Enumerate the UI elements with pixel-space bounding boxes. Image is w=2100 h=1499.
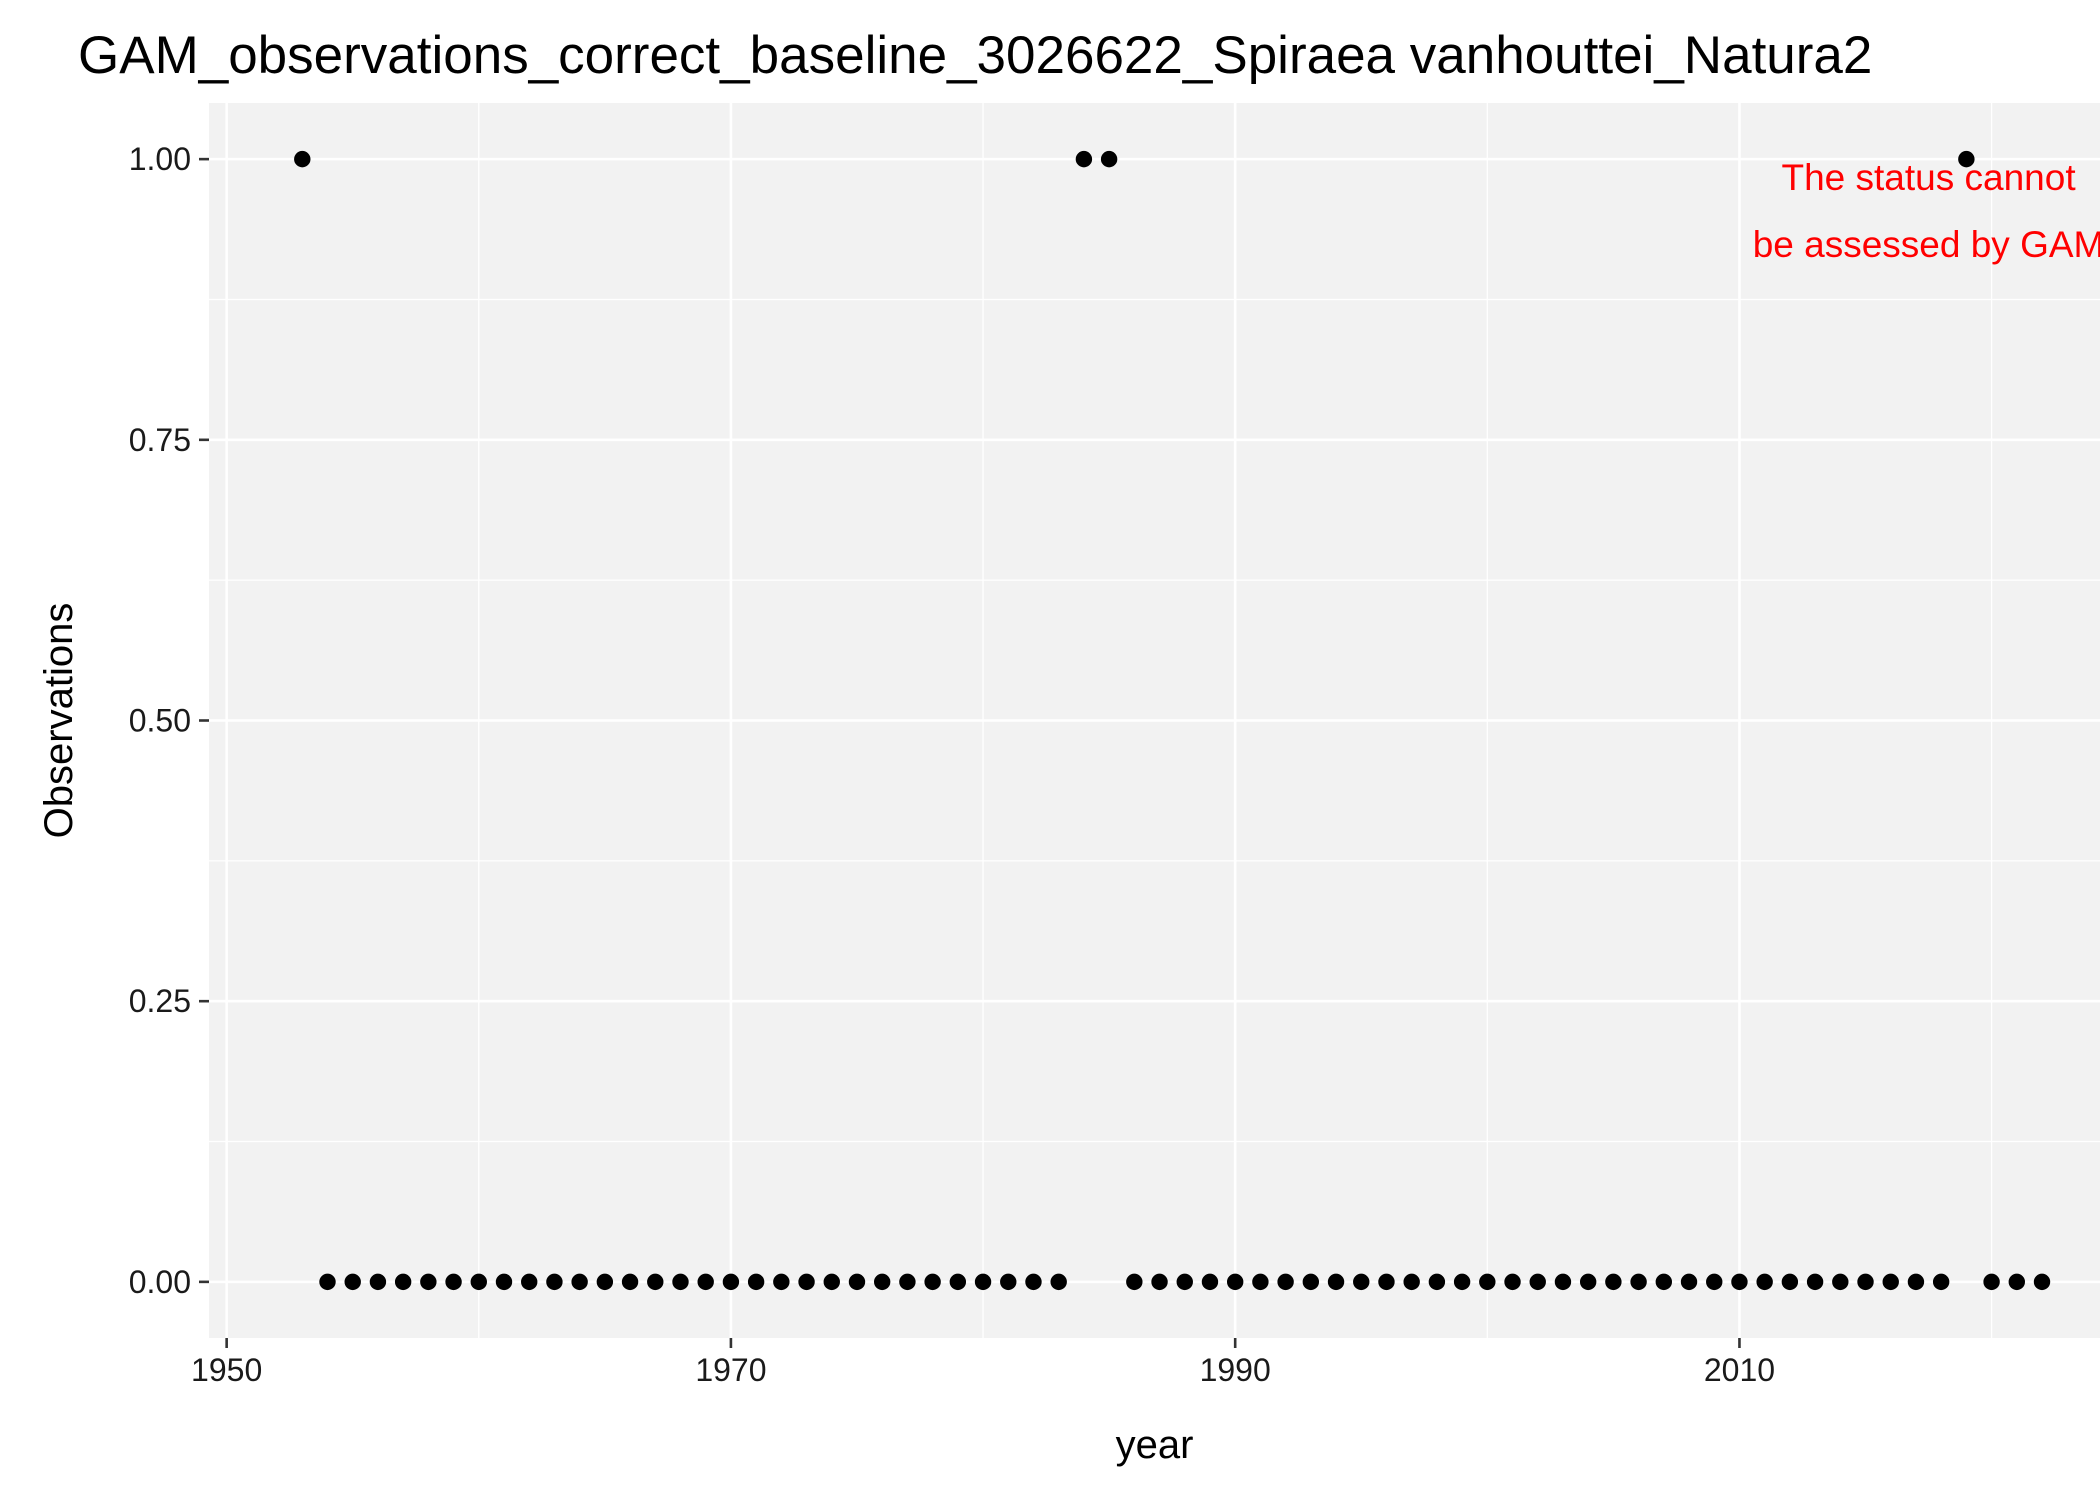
data-point	[899, 1273, 916, 1291]
data-point	[1504, 1273, 1521, 1291]
data-point	[1605, 1273, 1622, 1291]
data-point	[621, 1273, 639, 1291]
data-point	[1781, 1273, 1799, 1291]
data-point	[1756, 1273, 1773, 1291]
data-point	[924, 1273, 941, 1291]
data-point	[1983, 1273, 2000, 1291]
data-point	[1025, 1273, 1042, 1291]
x-tick-label: 2010	[1704, 1352, 1775, 1388]
data-point	[647, 1273, 664, 1291]
axis-ticks	[199, 157, 1741, 1348]
annotation-line: The status cannot	[1781, 157, 2076, 198]
data-point	[1857, 1273, 1874, 1291]
data-point	[1226, 1273, 1244, 1291]
data-point	[1630, 1273, 1647, 1291]
data-point	[722, 1273, 740, 1291]
y-tick-label: 0.50	[129, 703, 191, 739]
data-point	[747, 1273, 765, 1291]
data-point	[1832, 1273, 1849, 1291]
data-point	[1075, 150, 1093, 168]
y-tick-label: 0.00	[129, 1264, 191, 1300]
data-point	[596, 1273, 614, 1291]
data-point	[521, 1273, 538, 1291]
data-point	[1428, 1273, 1446, 1291]
data-point	[1731, 1273, 1748, 1291]
data-point	[294, 150, 311, 168]
data-point	[546, 1273, 563, 1291]
x-axis-title: year	[1116, 1423, 1194, 1467]
data-point	[1479, 1273, 1496, 1291]
x-tick-labels: 1950 1970 1990 2010	[191, 1352, 1775, 1388]
data-point	[1353, 1273, 1370, 1291]
data-point	[1327, 1273, 1345, 1291]
data-point	[445, 1273, 462, 1291]
data-point	[1579, 1273, 1597, 1291]
data-point	[1126, 1273, 1143, 1291]
data-point	[1277, 1273, 1294, 1291]
data-point	[1529, 1273, 1546, 1291]
x-tick-label: 1950	[191, 1352, 262, 1388]
x-tick-label: 1990	[1200, 1352, 1271, 1388]
data-point	[672, 1273, 689, 1291]
data-point	[974, 1273, 992, 1291]
data-point	[470, 1273, 487, 1291]
y-axis-title: Observations	[37, 603, 81, 839]
data-point	[1932, 1273, 1950, 1291]
data-point	[1176, 1273, 1193, 1291]
data-point	[1378, 1273, 1395, 1291]
data-point	[1806, 1273, 1824, 1291]
data-point	[1882, 1273, 1899, 1291]
y-tick-label: 1.00	[129, 141, 191, 177]
data-point	[1453, 1273, 1471, 1291]
data-point	[1201, 1273, 1219, 1291]
data-point	[773, 1273, 790, 1291]
data-point	[1554, 1273, 1572, 1291]
data-point	[798, 1273, 815, 1291]
status-annotation: The status cannot be assessed by GAM	[1753, 157, 2100, 265]
data-point	[1403, 1273, 1420, 1291]
data-point	[394, 1273, 412, 1291]
data-point	[1680, 1273, 1698, 1291]
data-point	[697, 1273, 714, 1291]
data-point	[1302, 1273, 1320, 1291]
data-point	[319, 1273, 336, 1291]
y-tick-labels: 0.00 0.25 0.50 0.75 1.00	[129, 141, 191, 1300]
data-point	[1100, 150, 1118, 168]
data-point	[823, 1273, 840, 1291]
data-point	[571, 1273, 588, 1291]
data-point	[1706, 1273, 1723, 1291]
data-point	[848, 1273, 866, 1291]
data-point	[2008, 1273, 2025, 1291]
data-point	[873, 1273, 891, 1291]
data-point	[1958, 150, 1975, 168]
data-point	[344, 1273, 361, 1291]
data-point	[495, 1273, 513, 1291]
annotation-line: be assessed by GAM	[1753, 224, 2100, 265]
data-point	[420, 1273, 437, 1291]
y-tick-label: 0.75	[129, 422, 191, 458]
data-point	[949, 1273, 967, 1291]
data-point	[2033, 1273, 2051, 1291]
data-point	[1050, 1273, 1067, 1291]
data-point	[1252, 1273, 1269, 1291]
chart-title: GAM_observations_correct_baseline_302662…	[78, 26, 1872, 85]
data-point	[369, 1273, 387, 1291]
data-points	[294, 150, 2051, 1291]
x-tick-label: 1970	[695, 1352, 766, 1388]
data-point	[1151, 1273, 1168, 1291]
y-tick-label: 0.25	[129, 983, 191, 1019]
data-point	[1000, 1273, 1017, 1291]
data-point	[1655, 1273, 1673, 1291]
data-point	[1907, 1273, 1925, 1291]
